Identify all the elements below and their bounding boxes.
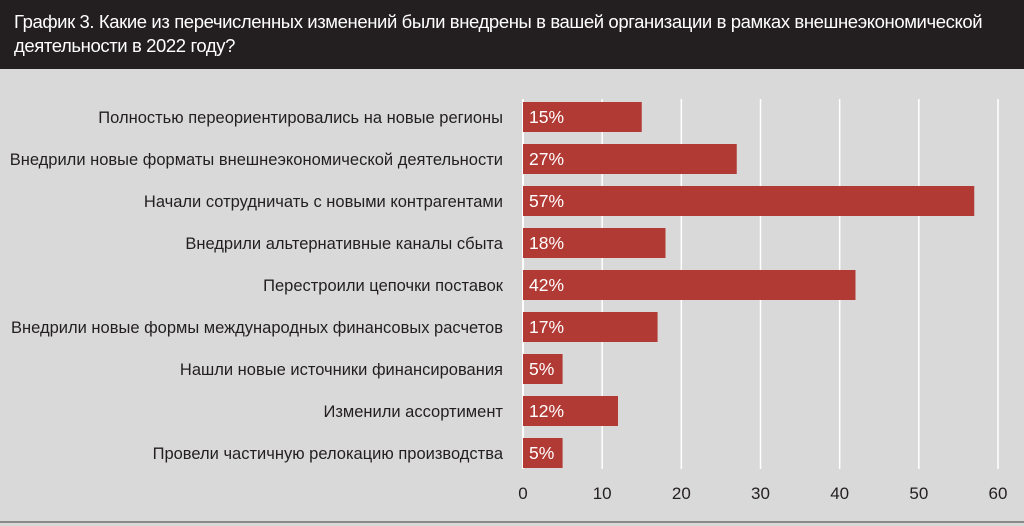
bar bbox=[523, 186, 975, 216]
x-tick-label: 30 bbox=[751, 484, 770, 503]
x-tick-label: 40 bbox=[830, 484, 849, 503]
bar bbox=[523, 228, 666, 258]
bar-value-label: 17% bbox=[529, 317, 564, 337]
x-tick-label: 50 bbox=[909, 484, 928, 503]
x-tick-label: 20 bbox=[672, 484, 691, 503]
bar-value-label: 5% bbox=[529, 359, 554, 379]
bar-value-label: 15% bbox=[529, 107, 564, 127]
x-tick-label: 0 bbox=[518, 484, 527, 503]
bar-value-label: 57% bbox=[529, 191, 564, 211]
bar bbox=[523, 438, 563, 468]
bars: 15% 27% 57% 18% 42% 17% 5% 12% 5% bbox=[523, 102, 975, 468]
category-label: Начали сотрудничать с новыми контрагента… bbox=[144, 193, 503, 211]
bar-value-label: 27% bbox=[529, 149, 564, 169]
bar-value-label: 5% bbox=[529, 443, 554, 463]
category-labels: Полностью переориентировались на новые р… bbox=[10, 109, 504, 463]
chart-header: График 3. Какие из перечисленных изменен… bbox=[0, 0, 1024, 69]
bar-value-label: 18% bbox=[529, 233, 564, 253]
bottom-rule bbox=[0, 521, 1024, 523]
bar bbox=[523, 354, 563, 384]
bar bbox=[523, 312, 658, 342]
category-label: Внедрили новые форматы внешнеэкономическ… bbox=[10, 151, 503, 169]
x-axis: 0 10 20 30 40 50 60 bbox=[518, 484, 1007, 503]
bar-value-label: 12% bbox=[529, 401, 564, 421]
bar bbox=[523, 270, 856, 300]
category-label: Нашли новые источники финансирования bbox=[180, 361, 503, 379]
x-tick-label: 60 bbox=[989, 484, 1008, 503]
category-label: Внедрили новые формы международных финан… bbox=[11, 319, 503, 337]
x-tick-label: 10 bbox=[593, 484, 612, 503]
bar bbox=[523, 144, 737, 174]
bar-chart: 15% 27% 57% 18% 42% 17% 5% 12% 5% Полностью пере… bbox=[10, 99, 1007, 503]
category-label: Изменили ассортимент bbox=[323, 403, 503, 421]
category-label: Внедрили альтернативные каналы сбыта bbox=[185, 235, 503, 253]
bar bbox=[523, 102, 642, 132]
bar-value-label: 42% bbox=[529, 275, 564, 295]
category-label: Перестроили цепочки поставок bbox=[263, 277, 504, 295]
category-label: Провели частичную релокацию производства bbox=[153, 445, 504, 463]
bar bbox=[523, 396, 618, 426]
category-label: Полностью переориентировались на новые р… bbox=[98, 109, 503, 127]
chart-title: График 3. Какие из перечисленных изменен… bbox=[14, 11, 983, 56]
